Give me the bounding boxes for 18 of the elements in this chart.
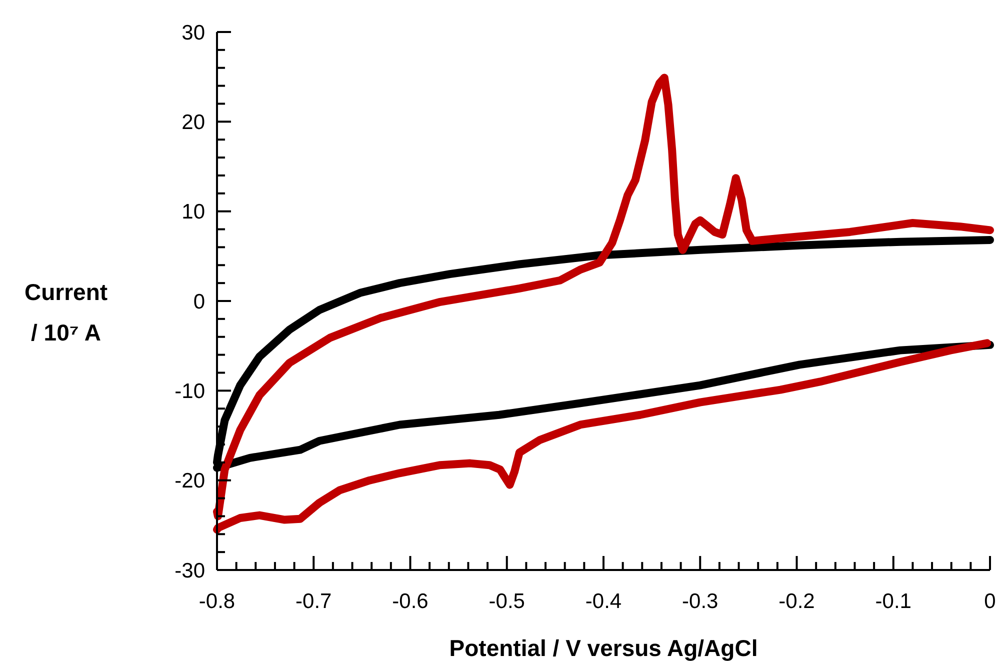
x-tick-label: 0	[984, 590, 996, 613]
y-tick-label: -30	[174, 559, 205, 582]
x-tick-label: -0.4	[585, 590, 622, 613]
x-tick-label: -0.8	[198, 590, 236, 613]
y-tick-label: 20	[182, 111, 205, 134]
x-tick-label: -0.7	[296, 590, 332, 613]
x-axis-title: Potential / V versus Ag/AgCl	[449, 635, 758, 661]
y-tick-label: -20	[174, 470, 205, 493]
x-tick-label: -0.1	[875, 590, 912, 613]
x-tick-label: -0.2	[778, 590, 815, 613]
y-tick-label: 0	[193, 290, 205, 314]
x-tick-label: -0.3	[682, 590, 718, 613]
y-axis-title: Current / 10⁷ A	[24, 279, 108, 346]
x-tick-label: -0.6	[392, 590, 428, 613]
y-tick-label: -10	[174, 380, 205, 404]
y-tick-label: 30	[182, 21, 205, 44]
y-tick-label: 10	[182, 200, 205, 224]
x-tick-label: -0.5	[488, 590, 525, 613]
